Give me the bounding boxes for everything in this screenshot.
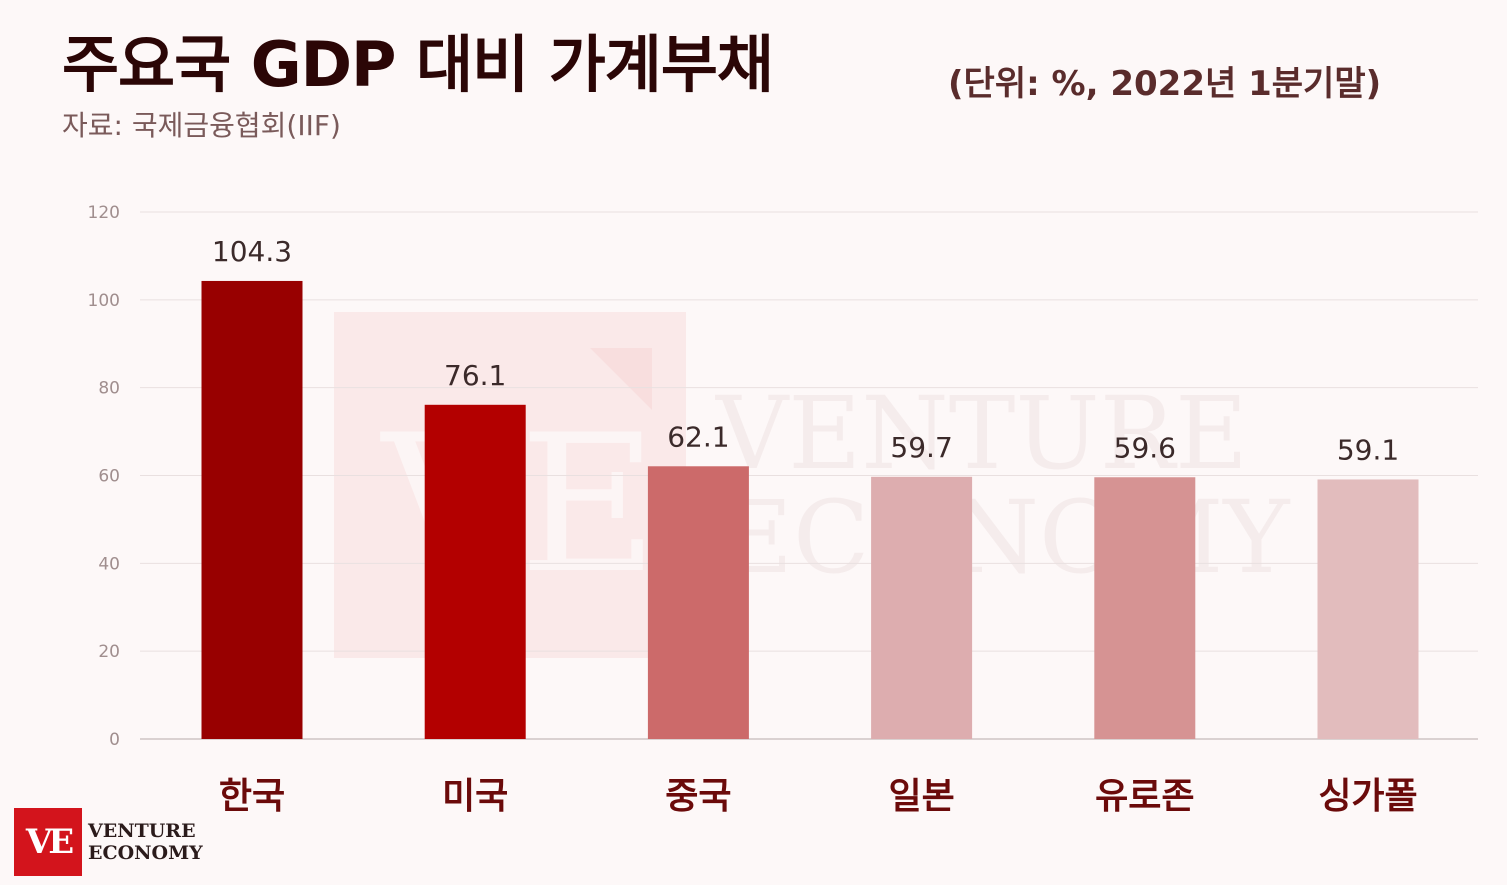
logo-text-line2: ECONOMY <box>88 842 203 864</box>
value-label: 59.1 <box>1337 433 1399 466</box>
bar-1 <box>424 404 526 739</box>
category-label: 싱가폴 <box>1318 776 1417 817</box>
value-label: 59.6 <box>1114 431 1176 464</box>
bar-3 <box>871 476 973 739</box>
value-label: 62.1 <box>667 420 729 453</box>
bar-0 <box>201 280 303 739</box>
logo-text: VENTURE ECONOMY <box>88 820 203 864</box>
value-label: 59.7 <box>890 431 952 464</box>
y-tick-label: 60 <box>98 467 120 487</box>
category-label: 중국 <box>665 776 731 817</box>
y-tick-label: 40 <box>98 554 120 574</box>
bar-2 <box>647 466 749 739</box>
watermark-line1: VENTURE <box>715 375 1248 492</box>
y-tick-label: 120 <box>88 203 120 223</box>
chart-title: 주요국 GDP 대비 가계부채 <box>62 28 774 101</box>
value-label: 104.3 <box>212 235 292 268</box>
y-tick-label: 100 <box>88 291 120 311</box>
venture-economy-logo: VE VENTURE ECONOMY <box>14 808 203 876</box>
source-note: 자료: 국제금융협회(IIF) <box>62 109 341 142</box>
category-label: 일본 <box>888 776 954 817</box>
y-tick-label: 20 <box>98 642 120 662</box>
logo-mark: VE <box>14 808 82 876</box>
value-label: 76.1 <box>444 359 506 392</box>
bar-5 <box>1317 479 1419 739</box>
logo-text-line1: VENTURE <box>88 820 196 842</box>
y-tick-label: 80 <box>98 379 120 399</box>
unit-note: (단위: %, 2022년 1분기말) <box>948 64 1382 104</box>
category-label: 한국 <box>219 776 285 817</box>
category-label: 미국 <box>442 776 508 817</box>
category-label: 유로존 <box>1095 776 1194 817</box>
watermark-line2: ECONOMY <box>720 479 1290 596</box>
bar-4 <box>1094 477 1196 739</box>
y-tick-label: 0 <box>109 730 120 750</box>
